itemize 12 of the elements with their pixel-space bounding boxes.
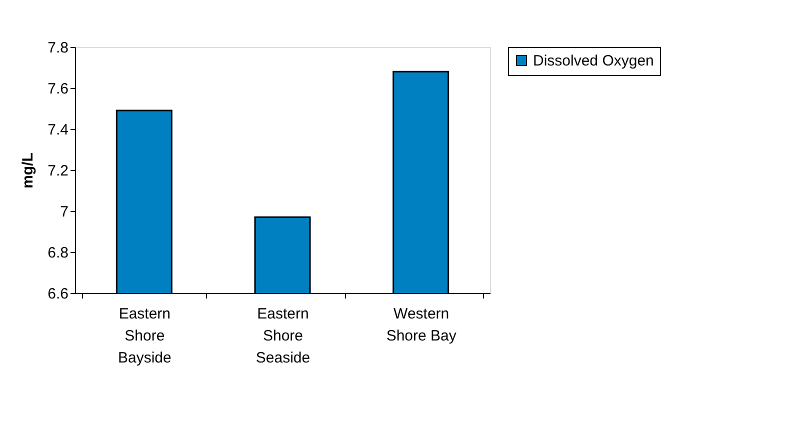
x-tick-label: Eastern Shore Seaside [256,306,310,366]
y-tick-label: 7 [60,204,68,220]
y-tick-label: 7.6 [48,80,68,98]
x-tick-label: Western Shore Bay [386,306,457,344]
legend-label: Dissolved Oxygen [533,52,654,70]
y-tick-label: 6.8 [48,244,68,262]
y-axis-title: mg/L [20,152,37,188]
y-tick-label: 7.2 [48,162,68,180]
y-tick-label: 6.6 [48,286,68,302]
y-tick-label: 7.8 [48,40,68,56]
x-tick-label: Eastern Shore Bayside [118,306,172,366]
y-tick-label: 7.4 [48,122,68,138]
